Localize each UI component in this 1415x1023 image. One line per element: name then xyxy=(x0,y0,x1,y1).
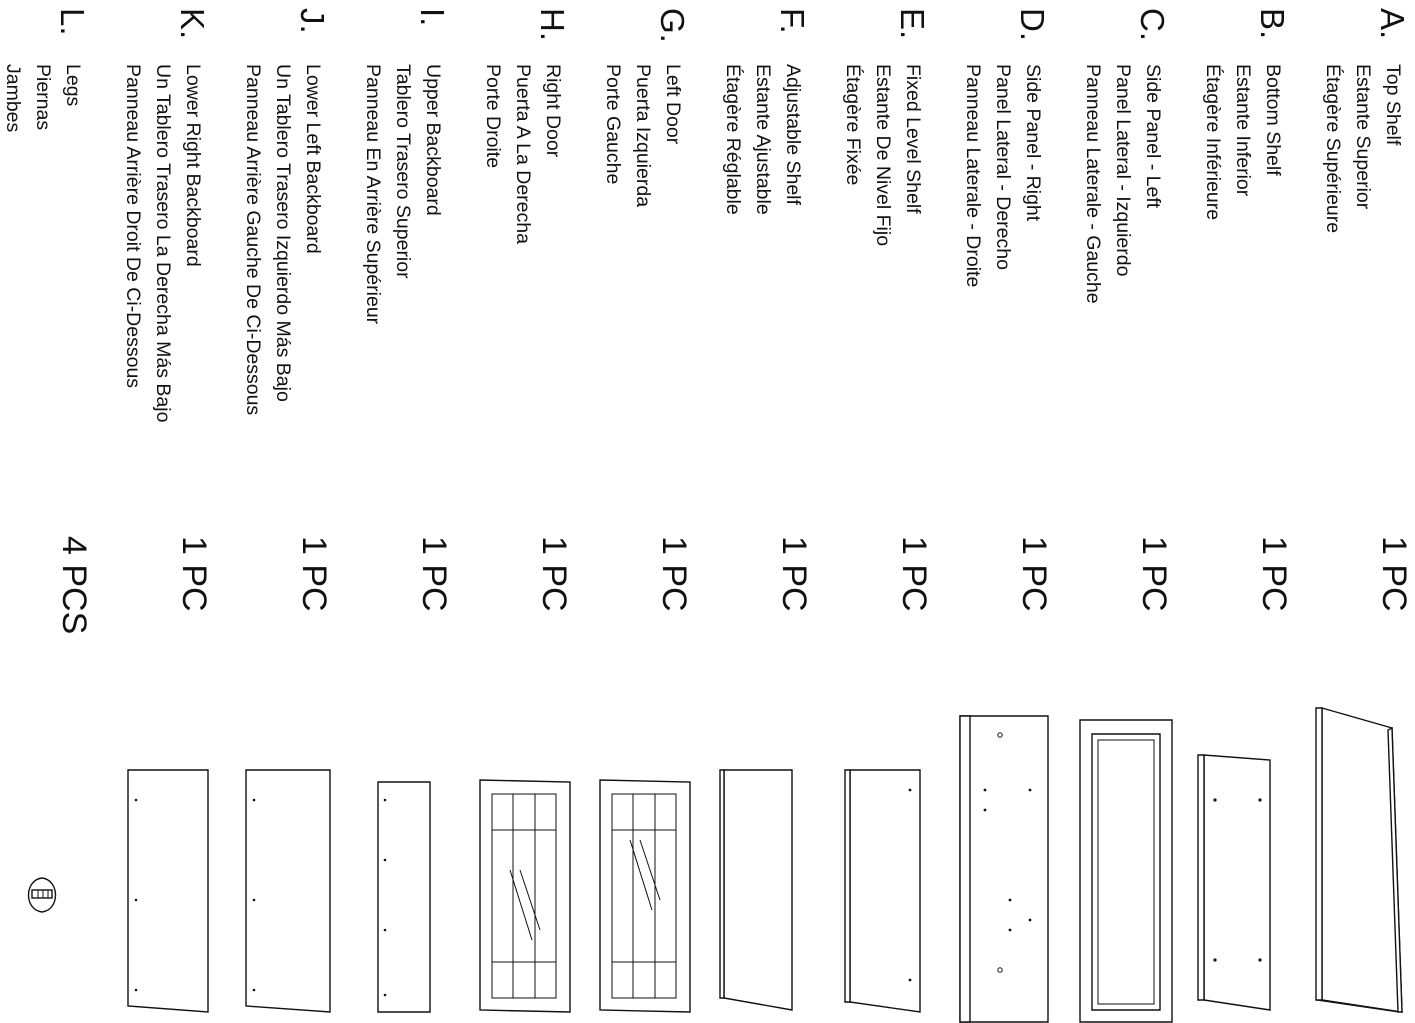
part-letter: F. xyxy=(774,8,811,34)
side-panel-right-icon xyxy=(959,715,1049,1023)
part-letter: E. xyxy=(894,8,931,40)
part-name-es: Piernas xyxy=(32,64,54,131)
part-names: Side Panel - Left Panel Lateral - Izquie… xyxy=(1078,64,1168,304)
part-row-h: H. Right Door Puerta A La Derecha Porte … xyxy=(454,0,573,1023)
part-name-en: Legs xyxy=(62,64,84,107)
part-name-es: Estante De Nivel Fijo xyxy=(872,64,894,247)
part-name-es: Panel Lateral - Derecho xyxy=(992,64,1014,270)
part-row-j: J. Lower Left Backboard Un Tablero Trase… xyxy=(214,0,333,1023)
lower-right-backboard-icon xyxy=(127,769,209,1013)
part-name-en: Lower Right Backboard xyxy=(182,64,204,267)
part-row-e: E. Fixed Level Shelf Estante De Nivel Fi… xyxy=(814,0,933,1023)
part-letter: I. xyxy=(414,8,451,27)
part-name-en: Lower Left Backboard xyxy=(302,64,324,254)
lower-left-backboard-icon xyxy=(245,769,331,1013)
bottom-shelf-icon xyxy=(1197,754,1271,1011)
part-row-c: C. Side Panel - Left Panel Lateral - Izq… xyxy=(1054,0,1173,1023)
part-row-d: D. Side Panel - Right Panel Lateral - De… xyxy=(934,0,1053,1023)
part-name-fr: Étagère Inférieure xyxy=(1202,64,1224,221)
shelf-panel-icon xyxy=(1315,707,1403,1013)
part-name-es: Panel Lateral - Izquierdo xyxy=(1112,64,1134,277)
part-name-fr: Étagère Réglable xyxy=(722,64,744,215)
part-name-fr: Étagère Fixée xyxy=(842,64,864,186)
part-name-en: Adjustable Shelf xyxy=(782,64,804,205)
part-names: Bottom Shelf Estante Inferior Étagère In… xyxy=(1198,64,1288,220)
upper-backboard-icon xyxy=(377,781,431,1013)
part-row-i: I. Upper Backboard Tablero Trasero Super… xyxy=(334,0,453,1023)
part-name-en: Right Door xyxy=(542,64,564,158)
part-names: Top Shelf Estante Superior Étagère Supér… xyxy=(1318,64,1408,233)
part-name-fr: Porte Droite xyxy=(482,64,504,169)
part-names: Adjustable Shelf Estante Ajustable Étagè… xyxy=(718,64,808,215)
part-name-es: Puerta Izquierda xyxy=(632,64,654,208)
part-name-fr: Panneau Arrière Gauche De Ci-Dessous xyxy=(242,64,264,416)
part-name-en: Bottom Shelf xyxy=(1262,64,1284,176)
part-name-fr: Étagère Supérieure xyxy=(1322,64,1344,234)
part-quantity: 1 PC xyxy=(295,536,333,612)
part-quantity: 1 PC xyxy=(535,536,573,612)
part-name-es: Un Tablero Trasero Izquierdo Más Bajo xyxy=(272,64,294,402)
part-name-en: Left Door xyxy=(662,64,684,145)
part-letter: B. xyxy=(1254,8,1291,40)
part-names: Right Door Puerta A La Derecha Porte Dro… xyxy=(478,64,568,244)
part-name-en: Side Panel - Right xyxy=(1022,64,1044,222)
part-quantity: 1 PC xyxy=(1255,536,1293,612)
part-name-es: Estante Superior xyxy=(1352,64,1374,210)
part-quantity: 1 PC xyxy=(415,536,453,612)
part-name-fr: Jambes xyxy=(2,64,24,133)
part-name-es: Estante Ajustable xyxy=(752,64,774,215)
side-panel-left-icon xyxy=(1079,719,1173,1023)
left-door-icon xyxy=(599,779,691,1013)
part-name-es: Tablero Trasero Superior xyxy=(392,64,414,279)
part-quantity: 1 PC xyxy=(1135,536,1173,612)
part-names: Fixed Level Shelf Estante De Nivel Fijo … xyxy=(838,64,928,246)
part-names: Lower Left Backboard Un Tablero Trasero … xyxy=(238,64,328,415)
part-quantity: 1 PC xyxy=(895,536,933,612)
part-quantity: 1 PC xyxy=(1375,536,1413,612)
part-name-fr: Panneau En Arrière Supérieur xyxy=(362,64,384,325)
part-name-es: Puerta A La Derecha xyxy=(512,64,534,244)
part-names: Lower Right Backboard Un Tablero Trasero… xyxy=(118,64,208,422)
part-letter: C. xyxy=(1134,8,1171,41)
part-letter: G. xyxy=(654,8,691,43)
part-row-a: A. Top Shelf Estante Superior Étagère Su… xyxy=(1294,0,1413,1023)
part-quantity: 1 PC xyxy=(175,536,213,612)
part-row-b: B. Bottom Shelf Estante Inferior Étagère… xyxy=(1174,0,1293,1023)
part-row-l: L. Legs Piernas Jambes 4 PCS xyxy=(0,0,93,1023)
part-quantity: 1 PC xyxy=(1015,536,1053,612)
fixed-shelf-icon xyxy=(844,769,921,1013)
part-names: Left Door Puerta Izquierda Porte Gauche xyxy=(598,64,688,207)
part-names: Side Panel - Right Panel Lateral - Derec… xyxy=(958,64,1048,287)
part-row-k: K. Lower Right Backboard Un Tablero Tras… xyxy=(94,0,213,1023)
part-letter: K. xyxy=(174,8,211,40)
right-door-icon xyxy=(479,779,571,1013)
part-names: Legs Piernas Jambes xyxy=(0,64,88,132)
part-name-en: Side Panel - Left xyxy=(1142,64,1164,209)
part-quantity: 1 PC xyxy=(775,536,813,612)
part-names: Upper Backboard Tablero Trasero Superior… xyxy=(358,64,448,324)
part-name-fr: Panneau Laterale - Droite xyxy=(962,64,984,288)
part-name-en: Fixed Level Shelf xyxy=(902,64,924,214)
adjustable-shelf-icon xyxy=(719,769,793,1011)
part-name-en: Top Shelf xyxy=(1382,64,1404,146)
part-quantity: 4 PCS xyxy=(55,536,93,635)
part-letter: J. xyxy=(294,8,331,34)
part-name-fr: Panneau Arrière Droit De Ci-Dessous xyxy=(122,64,144,389)
part-name-es: Un Tablero Trasero La Derecha Más Bajo xyxy=(152,64,174,423)
part-quantity: 1 PC xyxy=(655,536,693,612)
part-letter: H. xyxy=(534,8,571,41)
part-name-en: Upper Backboard xyxy=(422,64,444,216)
part-row-g: G. Left Door Puerta Izquierda Porte Gauc… xyxy=(574,0,693,1023)
part-letter: L. xyxy=(54,8,91,36)
leg-icon xyxy=(27,877,57,913)
part-letter: D. xyxy=(1014,8,1051,41)
part-name-es: Estante Inferior xyxy=(1232,64,1254,197)
part-row-f: F. Adjustable Shelf Estante Ajustable Ét… xyxy=(694,0,813,1023)
part-letter: A. xyxy=(1374,8,1411,40)
part-name-fr: Porte Gauche xyxy=(602,64,624,185)
part-name-fr: Panneau Laterale - Gauche xyxy=(1082,64,1104,304)
